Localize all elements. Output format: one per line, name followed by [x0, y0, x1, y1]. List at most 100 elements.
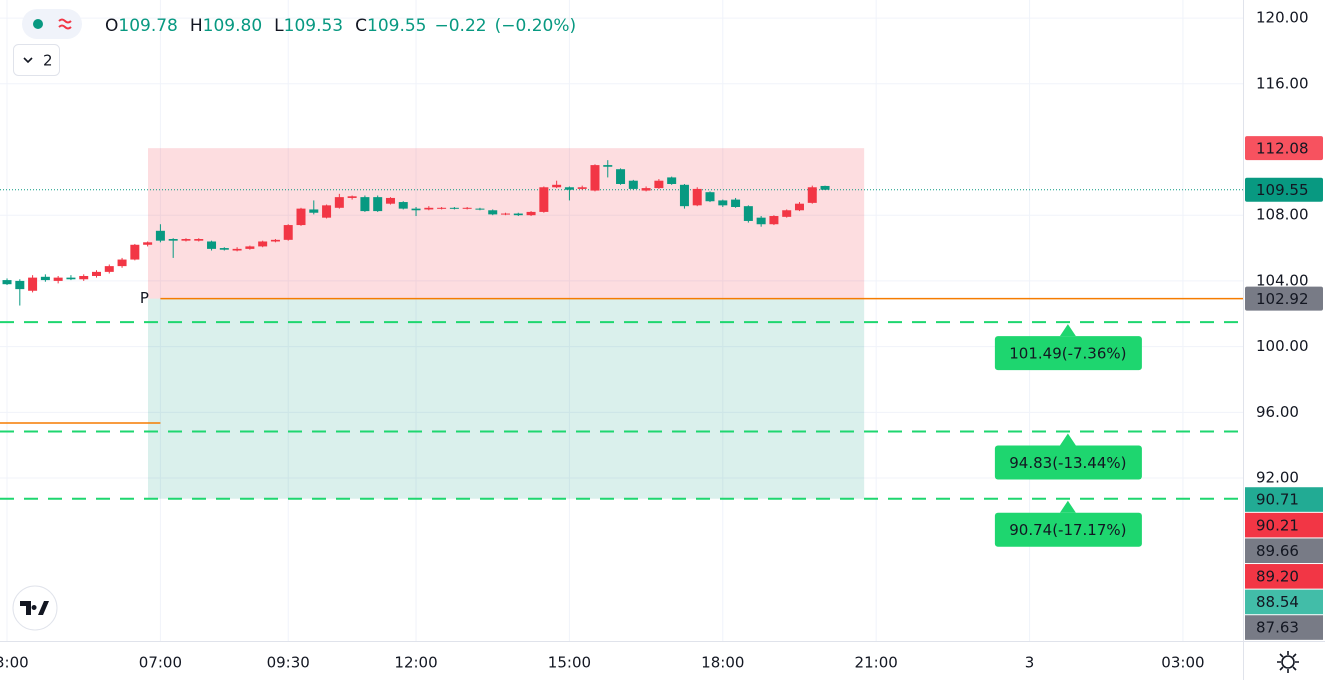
- price-label-bg: [1245, 286, 1323, 311]
- stack-label-bg: [1245, 589, 1323, 615]
- candle-body: [820, 185, 830, 190]
- target-arrow: [1059, 500, 1076, 513]
- x-tick-label: 3: [1025, 654, 1035, 672]
- settings[interactable]: [1277, 651, 1299, 673]
- candle-body: [756, 217, 766, 225]
- target-label[interactable]: 94.83(-13.44%): [994, 433, 1142, 480]
- price-label: 112.08: [1256, 140, 1309, 158]
- candle-body: [424, 207, 434, 210]
- candle-body: [347, 196, 357, 198]
- candle-body: [92, 271, 102, 276]
- stack-label: 89.66: [1256, 542, 1299, 560]
- stack-label: 87.63: [1256, 619, 1299, 637]
- tv-logo[interactable]: [12, 585, 58, 631]
- legend-key: C: [355, 16, 367, 36]
- x-tick-label: 03:00: [1161, 654, 1204, 672]
- candle-body: [564, 187, 574, 190]
- candle-body: [462, 207, 472, 209]
- logo-mark: [20, 601, 49, 615]
- candle-body: [232, 248, 242, 251]
- candle-body: [143, 242, 153, 245]
- candle-body: [28, 277, 38, 291]
- legend-key: O: [105, 16, 118, 36]
- stack-label-bg: [1245, 615, 1323, 640]
- price-label-bg: [1245, 177, 1323, 202]
- candle-body: [296, 208, 306, 226]
- y-tick-label: 104.00: [1256, 271, 1309, 289]
- candle-body: [283, 225, 293, 240]
- candle-body: [449, 207, 459, 209]
- stack-label-bg: [1245, 487, 1323, 512]
- legend-value: 109.55: [367, 16, 426, 36]
- legend-key: H: [190, 16, 203, 36]
- target-arrow: [1059, 433, 1076, 446]
- target-label[interactable]: 90.74(-17.17%): [994, 500, 1142, 547]
- target-arrow: [1059, 324, 1076, 337]
- stack-label-bg: [1245, 512, 1323, 538]
- legend-key: L: [274, 16, 284, 36]
- target-text: 90.74(-17.17%): [1009, 521, 1126, 539]
- candle-body: [743, 206, 753, 221]
- candle-body: [590, 165, 600, 191]
- candle-body: [654, 180, 664, 189]
- x-tick-label: 12:00: [394, 654, 437, 672]
- candle-body: [526, 211, 536, 216]
- stack-label: 90.71: [1256, 491, 1299, 509]
- candle-body: [373, 197, 383, 212]
- pill-bg: [22, 9, 82, 39]
- candle-body: [155, 230, 165, 241]
- loss-zone: [148, 148, 865, 299]
- candle-body: [117, 259, 127, 267]
- candle-body: [718, 200, 728, 206]
- candle-body: [322, 205, 332, 218]
- candle-body: [513, 213, 523, 216]
- candle-body: [270, 239, 280, 242]
- price-label: 109.55: [1256, 181, 1309, 199]
- legend-change: −0.22: [434, 16, 486, 36]
- stack-label-bg: [1245, 564, 1323, 589]
- y-tick-label: 100.00: [1256, 337, 1309, 355]
- candle-body: [769, 216, 779, 225]
- candle-body: [334, 197, 344, 208]
- candle-body: [309, 209, 319, 213]
- candle-body: [398, 202, 408, 209]
- legend-value: 109.80: [203, 16, 262, 36]
- y-tick-label: 120.00: [1256, 9, 1309, 27]
- candle-body: [577, 187, 587, 189]
- candle-body: [679, 184, 689, 207]
- candle-body: [245, 246, 255, 249]
- approx-icon: [58, 18, 72, 30]
- legend-value: 109.78: [118, 16, 177, 36]
- symbol-pill[interactable]: [22, 9, 82, 39]
- candle-body: [219, 248, 229, 250]
- line-label: P: [140, 289, 149, 307]
- candle-body: [616, 169, 626, 184]
- target-text: 101.49(-7.36%): [1009, 345, 1126, 363]
- stack-label: 89.20: [1256, 568, 1299, 586]
- layout-button[interactable]: 2: [13, 44, 60, 76]
- candle-body: [411, 208, 421, 211]
- button-label: 2: [43, 52, 53, 70]
- candle-body: [603, 165, 613, 167]
- status-dot: [33, 19, 43, 29]
- target-label[interactable]: 101.49(-7.36%): [994, 324, 1142, 371]
- candle-body: [782, 210, 792, 217]
- gear-ring: [1281, 655, 1295, 669]
- stack-label-bg: [1245, 538, 1323, 564]
- stack-label: 88.54: [1256, 593, 1299, 611]
- candle-body: [437, 207, 447, 209]
- x-tick-label: 03:00: [0, 654, 29, 672]
- x-tick-label: 18:00: [701, 654, 744, 672]
- target-text: 94.83(-13.44%): [1009, 454, 1126, 472]
- y-tick-label: 116.00: [1256, 74, 1309, 92]
- target-box: [994, 445, 1142, 480]
- candle-body: [475, 208, 485, 210]
- legend-value: 109.53: [284, 16, 343, 36]
- x-tick-label: 07:00: [139, 654, 182, 672]
- candle-body: [130, 244, 140, 260]
- candle-body: [488, 210, 498, 215]
- stack-label: 90.21: [1256, 516, 1299, 534]
- y-tick-label: 96.00: [1256, 403, 1299, 421]
- ohlc-legend: O109.78 H109.80 L109.53 C109.55 −0.22 (−0.20%…: [105, 16, 576, 36]
